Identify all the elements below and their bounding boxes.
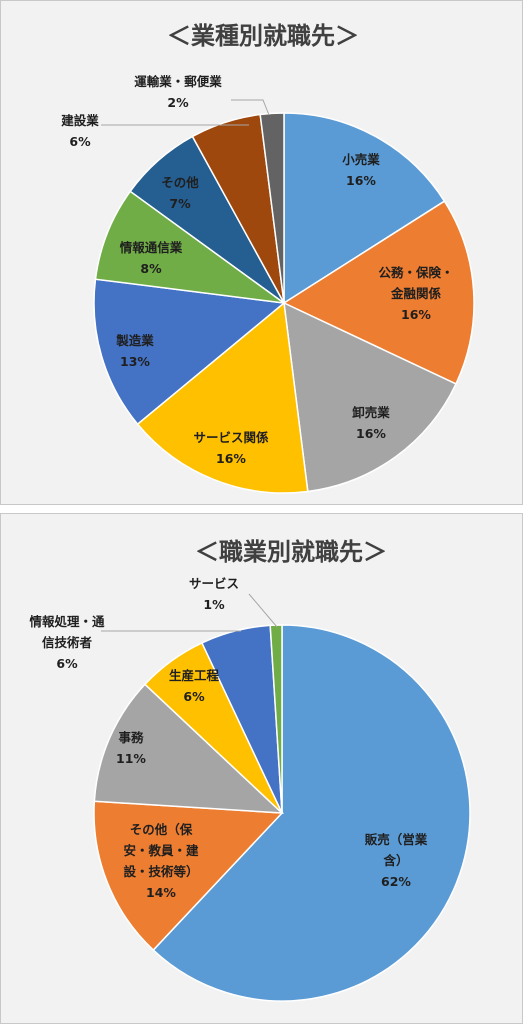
pie-slice — [136, 301, 309, 494]
leader-line — [248, 593, 278, 628]
slice-value-label: 2% — [167, 95, 189, 110]
pie-slice — [283, 301, 457, 493]
chart-title: ＜職業別就職先＞ — [195, 538, 387, 566]
slice-label: 生産工程 6% — [169, 668, 220, 704]
slice-label: 事務 11% — [116, 730, 146, 766]
slice-label: 建設業 6% — [61, 113, 99, 149]
slice-value-label: 11% — [116, 751, 146, 766]
pie-slice — [93, 278, 286, 426]
slice-label: サービス 1% — [189, 576, 239, 612]
pie-slice — [93, 683, 285, 814]
slice-label: 公務・保険・金融関係 16% — [378, 265, 453, 322]
slice-label: 小売業 16% — [341, 152, 380, 188]
slice-value-label: 13% — [120, 354, 150, 369]
industry-pie-chart: ＜業種別就職先＞ 小売業 16% 公務・保険・金融関係 16% 卸売業 16% サービス関係… — [61, 22, 475, 494]
pie-slice — [269, 624, 283, 814]
slice-label: サービス関係 16% — [193, 430, 269, 466]
pie-slice — [93, 800, 284, 952]
slice-value-label: 16% — [401, 307, 431, 322]
slice-label: 卸売業 16% — [352, 405, 390, 441]
slice-value-label: 62% — [381, 874, 411, 889]
pie-slice — [94, 190, 285, 304]
slice-value-label: 7% — [169, 196, 191, 211]
pie-slice — [283, 112, 446, 305]
slice-value-label: 16% — [356, 426, 386, 441]
slice-label: 情報処理・通信技術者 6% — [29, 614, 105, 671]
leader-line — [231, 99, 270, 116]
chart-panel-industry: ＜業種別就職先＞ 小売業 16% 公務・保険・金融関係 16% 卸売業 16% サービス関係… — [0, 0, 523, 505]
slice-value-label: 14% — [146, 885, 176, 900]
slice-label: 製造業 13% — [115, 333, 154, 369]
slice-label: 情報通信業 8% — [120, 240, 183, 276]
slice-value-label: 6% — [183, 689, 205, 704]
slice-value-label: 6% — [56, 656, 78, 671]
pie-slice — [259, 112, 285, 304]
slice-value-label: 16% — [346, 173, 376, 188]
slice-label: その他 7% — [161, 175, 199, 211]
slice-value-label: 16% — [216, 451, 246, 466]
slice-label: 運輸業・郵便業 2% — [134, 74, 222, 110]
slice-label: 販売（営業含） 62% — [365, 832, 428, 889]
slice-label: その他（保安・教員・建設・技術等） 14% — [123, 822, 199, 900]
chart-panel-occupation: ＜職業別就職先＞ 販売（営業含） 62% その他（保安・教員・建設・技術等） 14% 事… — [0, 513, 523, 1024]
slice-value-label: 6% — [69, 134, 91, 149]
chart-title: ＜業種別就職先＞ — [167, 22, 359, 50]
slice-value-label: 8% — [140, 261, 162, 276]
occupation-pie-chart: ＜職業別就職先＞ 販売（営業含） 62% その他（保安・教員・建設・技術等） 14% 事… — [29, 538, 471, 1002]
slice-value-label: 1% — [203, 597, 225, 612]
pie-slice — [152, 624, 471, 1002]
pie-slice — [282, 200, 475, 385]
